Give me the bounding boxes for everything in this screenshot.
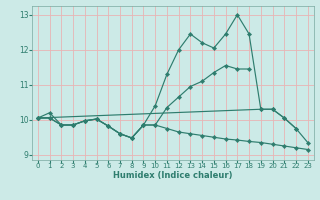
X-axis label: Humidex (Indice chaleur): Humidex (Indice chaleur)	[113, 171, 233, 180]
